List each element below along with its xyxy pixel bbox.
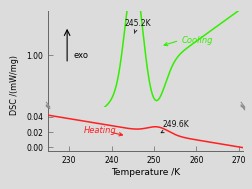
- X-axis label: Temperature /K: Temperature /K: [110, 168, 179, 177]
- Text: Heating: Heating: [84, 126, 116, 135]
- Text: DSC /(mW/mg): DSC /(mW/mg): [10, 55, 19, 115]
- Text: 245.2K: 245.2K: [124, 19, 150, 33]
- Text: 249.6K: 249.6K: [161, 120, 188, 133]
- Text: Cooling: Cooling: [181, 36, 212, 45]
- Text: exo: exo: [73, 51, 88, 60]
